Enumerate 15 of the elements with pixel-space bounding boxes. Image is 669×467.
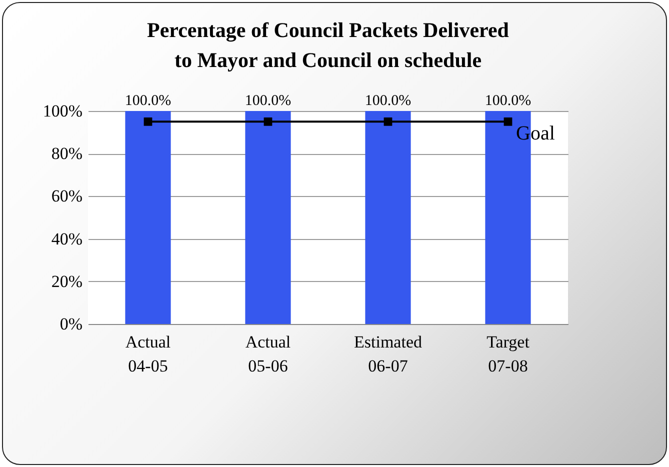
x-tick-label: Actual 05-06 [245, 332, 291, 376]
data-label: 100.0% [484, 93, 532, 109]
x-tick-label: Estimated 06-07 [354, 332, 422, 376]
y-tick-label: 40% [51, 229, 82, 248]
data-label: 100.0% [124, 93, 172, 109]
y-tick-label: 0% [60, 314, 82, 334]
y-tick-label: 80% [51, 144, 82, 164]
data-label: 100.0% [244, 93, 292, 109]
x-tick-label: Actual 04-05 [125, 332, 171, 376]
y-tick-label: 100% [42, 102, 82, 120]
y-tick-label: 60% [51, 186, 82, 206]
chart-title: Percentage of Council Packets Delivered to Mayor and Council on schedule [147, 18, 510, 72]
y-tick-label: 20% [51, 272, 82, 291]
data-label: 100.0% [364, 93, 412, 109]
x-tick-label: Target 07-08 [486, 332, 530, 376]
